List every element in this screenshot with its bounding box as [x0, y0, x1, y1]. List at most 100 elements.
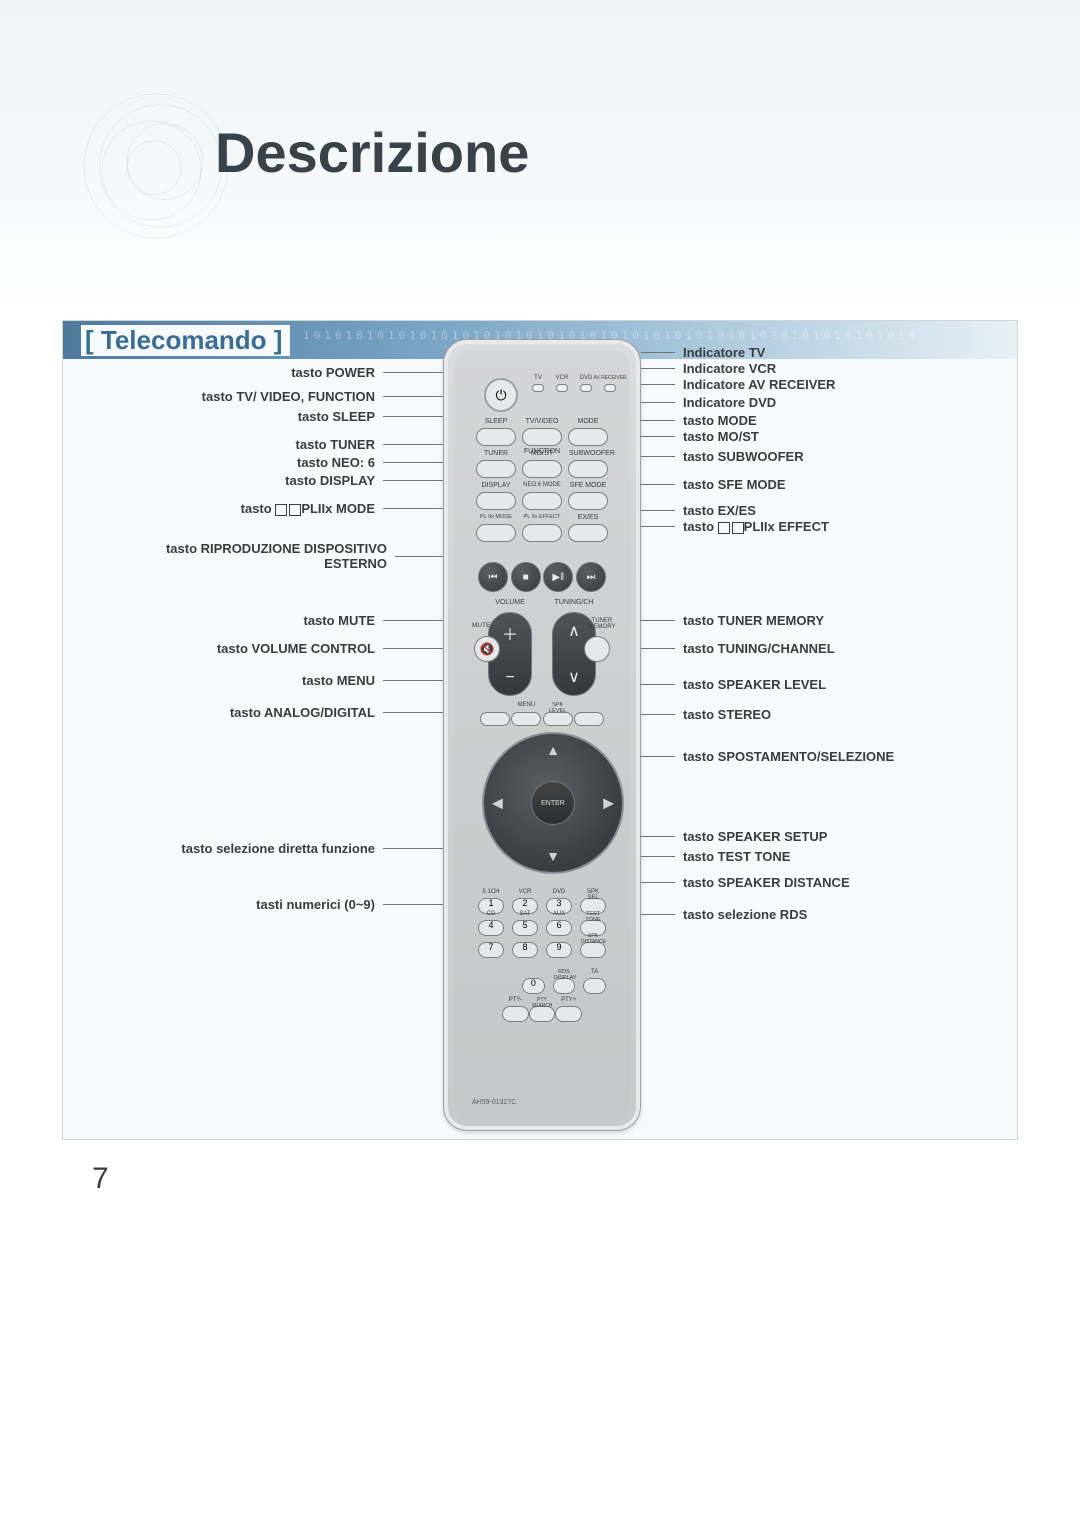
callout-label: tasto ANALOG/DIGITAL [230, 705, 375, 720]
num-7: 7 [478, 942, 504, 958]
callout-leader [641, 510, 675, 511]
callout: Indicatore TV [641, 345, 765, 360]
callout-leader [383, 904, 443, 905]
callout: tasto ANALOG/DIGITAL [230, 705, 443, 720]
button-row-2: TUNER MO/ST SUBWOOFER [476, 460, 608, 478]
callout: tasto SFE MODE [641, 477, 786, 492]
callout-leader [641, 684, 675, 685]
callout: tasto TUNING/CHANNEL [641, 641, 835, 656]
callout-label: Indicatore AV RECEIVER [683, 377, 835, 392]
callout-label: tasto SUBWOOFER [683, 449, 804, 464]
sfe-button: SFE MODE [568, 492, 608, 510]
callout: Indicatore DVD [641, 395, 776, 410]
callout-label: tasto POWER [291, 365, 375, 380]
memory-button [584, 636, 610, 662]
next-button: ⏭ [576, 562, 606, 592]
callout: tasto selezione diretta funzione [181, 841, 443, 856]
callout: tasto POWER [291, 365, 443, 380]
callout: tasto DISPLAY [285, 473, 443, 488]
stop-button: ■ [511, 562, 541, 592]
num-0: 0 [522, 978, 545, 994]
callout-label: tasto TV/ VIDEO, FUNCTION [202, 389, 375, 404]
callout: Indicatore VCR [641, 361, 776, 376]
most-button: MO/ST [522, 460, 562, 478]
callout: tasto EX/ES [641, 503, 756, 518]
subwoofer-button: SUBWOOFER [568, 460, 608, 478]
ta-button: TA [583, 978, 606, 994]
callout-leader [641, 714, 675, 715]
power-icon: ⏻ [495, 387, 506, 404]
callout-label: tasto SFE MODE [683, 477, 786, 492]
mute-label: MUTE [472, 622, 490, 629]
callout-label: tasto PLIIx MODE [241, 501, 375, 516]
callout: tasto SPOSTAMENTO/SELEZIONE [641, 749, 894, 764]
callout-label: tasto SPEAKER LEVEL [683, 677, 826, 692]
led-av [604, 384, 616, 392]
callout: tasto TEST TONE [641, 849, 790, 864]
callout: tasto SLEEP [298, 409, 443, 424]
callout-label: tasto SPOSTAMENTO/SELEZIONE [683, 749, 894, 764]
callout-leader [641, 914, 675, 915]
callout-label: tasto SPEAKER SETUP [683, 829, 827, 844]
callout-label: Indicatore TV [683, 345, 765, 360]
callout-label: tasto TUNER [296, 437, 375, 452]
callout: tasto NEO: 6 [297, 455, 443, 470]
section-title: [ Telecomando ] [81, 325, 290, 356]
callout-leader [383, 648, 443, 649]
callout-label: tasto EX/ES [683, 503, 756, 518]
mute-button: 🔇 [474, 636, 500, 662]
callout-leader [641, 484, 675, 485]
sleep-button: SLEEP [476, 428, 516, 446]
callout-label: tasto VOLUME CONTROL [217, 641, 375, 656]
callout: tasto TUNER [296, 437, 443, 452]
callout: Indicatore AV RECEIVER [641, 377, 835, 392]
callout: tasto TUNER MEMORY [641, 613, 824, 628]
callout-label: tasto DISPLAY [285, 473, 375, 488]
pleffect-button: PL IIx EFFECT [522, 524, 562, 542]
callout: tasto RIPRODUZIONE DISPOSITIVOESTERNO [166, 541, 443, 571]
callout-leader [383, 444, 443, 445]
remote-inner: ⏻ TV VCR DVD AV RECEIVER SLEEP TV/VIDEOF… [454, 350, 630, 1120]
pty-search: PTY SEARCH [529, 1006, 556, 1022]
page: Descrizione [ Telecomando ] ⏻ TV VCR DVD… [0, 0, 1080, 1528]
callout: tasto TV/ VIDEO, FUNCTION [202, 389, 443, 404]
num-8: 8 [512, 942, 538, 958]
callout-leader [641, 402, 675, 403]
prev-button: ⏮ [478, 562, 508, 592]
callout-leader [641, 756, 675, 757]
model-number: AH59-01327C [472, 1099, 516, 1106]
callout: tasto MO/ST [641, 429, 759, 444]
transport-row: ⏮ ■ ▶‖ ⏭ [478, 562, 606, 592]
callout: tasto SPEAKER SETUP [641, 829, 827, 844]
callout: tasto VOLUME CONTROL [217, 641, 443, 656]
button-row-3: DISPLAY NEO:6 MODE SFE MODE [476, 492, 608, 510]
callout-leader [641, 648, 675, 649]
display-button: DISPLAY [476, 492, 516, 510]
callout: tasto SUBWOOFER [641, 449, 804, 464]
callout: tasto MUTE [304, 613, 444, 628]
callout: tasto PLIIx EFFECT [641, 519, 829, 534]
callout-leader [383, 680, 443, 681]
callout-leader [641, 368, 675, 369]
num-4: CD4 [478, 920, 504, 936]
num-6: AUX6 [546, 920, 572, 936]
callout-label: tasto selezione diretta funzione [181, 841, 375, 856]
callout-leader [383, 462, 443, 463]
page-number: 7 [92, 1162, 109, 1196]
callout-leader [641, 384, 675, 385]
callout: tasti numerici (0~9) [256, 897, 443, 912]
callout: tasto STEREO [641, 707, 771, 722]
number-grid: 5.1CH1 VCR2 DVD3 SPK SEL CD4 SAT5 AUX6 T… [478, 898, 606, 958]
callout-label: tasto SPEAKER DISTANCE [683, 875, 850, 890]
callout-leader [383, 480, 443, 481]
plmode-button: PL IIx MODE [476, 524, 516, 542]
page-title: Descrizione [215, 120, 529, 185]
play-button: ▶‖ [543, 562, 573, 592]
led-dvd [580, 384, 592, 392]
neo6-button: NEO:6 MODE [522, 492, 562, 510]
led-vcr [556, 384, 568, 392]
callout-leader [641, 420, 675, 421]
remote-control: ⏻ TV VCR DVD AV RECEIVER SLEEP TV/VIDEOF… [443, 339, 641, 1131]
mode-button: MODE [568, 428, 608, 446]
pty-plus: PTY+ [555, 1006, 582, 1022]
